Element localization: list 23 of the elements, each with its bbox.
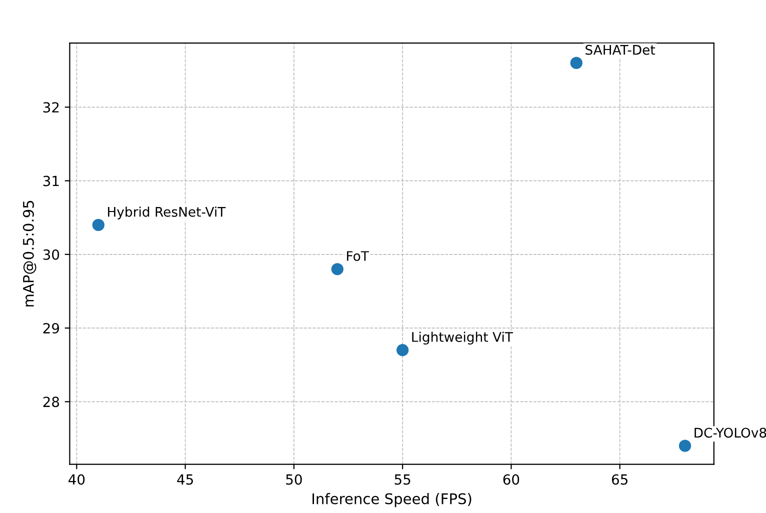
y-axis-title: mAP@0.5:0.95	[22, 200, 36, 306]
x-tick-label: 55	[394, 474, 410, 485]
annotation: DC-YOLOv8	[694, 428, 766, 438]
annotation: FoT	[347, 251, 369, 261]
y-tick-label: 30	[43, 249, 60, 260]
x-tick-label: 40	[68, 474, 85, 485]
x-tick-label: 50	[286, 474, 302, 485]
y-tick-label: 31	[43, 176, 59, 186]
y-tick-label: 28	[43, 396, 60, 408]
point	[570, 56, 582, 70]
x-tick-label: 65	[612, 474, 628, 485]
point	[92, 218, 104, 232]
x-axis-title: Inference Speed (FPS)	[312, 492, 472, 508]
annotation: Lightweight ViT	[412, 332, 513, 345]
x-tick-label: 60	[503, 474, 520, 485]
point	[678, 440, 692, 452]
point	[331, 263, 344, 276]
y-tick-label: 32	[43, 102, 59, 113]
y-tick-label: 29	[43, 323, 60, 334]
x-tick-label: 45	[177, 474, 193, 485]
annotation: Hybrid ResNet-ViT	[108, 206, 226, 220]
point	[396, 344, 409, 356]
annotation: SAHAT-Det	[586, 44, 656, 55]
